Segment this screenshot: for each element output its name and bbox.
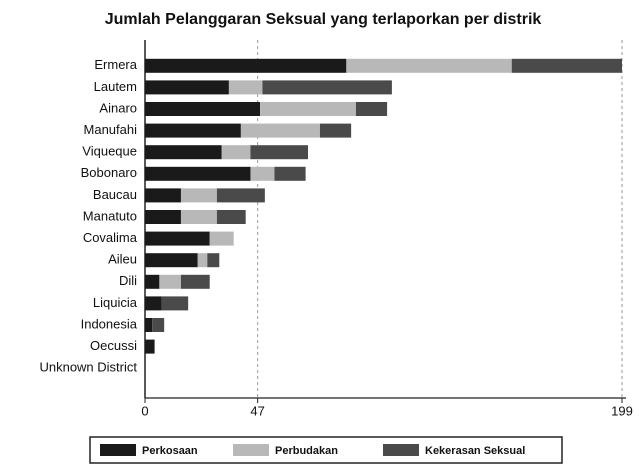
legend-swatch — [233, 444, 269, 456]
bar-segment — [180, 188, 217, 203]
bar-segment — [145, 58, 347, 73]
bar-segment — [319, 123, 352, 138]
bar-segment — [180, 210, 217, 224]
bar-segment — [250, 145, 308, 160]
bar-segment — [145, 339, 155, 354]
legend-label: Perbudakan — [275, 445, 338, 457]
y-tick-label: Dili — [119, 273, 137, 288]
bar-segment — [152, 318, 165, 332]
legend-box — [89, 436, 563, 464]
x-tick-label: 0 — [141, 403, 148, 418]
y-tick-label: Bobonaro — [81, 165, 137, 180]
legend-label: Perkosaan — [142, 445, 198, 457]
bar-segment — [145, 296, 162, 311]
bar-segment — [145, 188, 181, 203]
y-tick-label: Unknown District — [39, 360, 137, 375]
y-tick-label: Viqueque — [82, 144, 137, 159]
legend-swatch — [383, 444, 419, 456]
bar-segment — [159, 274, 181, 289]
bar-segment — [145, 231, 210, 246]
y-tick-label: Baucau — [93, 187, 137, 202]
bar-segment — [346, 58, 512, 73]
x-tick-label: 47 — [250, 403, 264, 418]
bar-segment — [228, 80, 263, 95]
y-tick-label: Manufahi — [84, 122, 138, 137]
bar-segment — [145, 318, 153, 332]
bar-segment — [209, 231, 234, 246]
bar-segment — [145, 253, 198, 268]
y-tick-label: Ainaro — [99, 100, 137, 115]
chart-title: Jumlah Pelanggaran Seksual yang terlapor… — [105, 11, 542, 28]
bar-segment — [145, 274, 160, 289]
bar-segment — [180, 274, 210, 289]
y-tick-label: Ermera — [94, 57, 137, 72]
bar-segment — [161, 296, 189, 311]
x-tick-label: 199 — [611, 403, 633, 418]
bar-segment — [145, 123, 241, 138]
y-tick-label: Covalima — [83, 230, 138, 245]
bar-segment — [250, 166, 275, 181]
bar-segment — [145, 210, 181, 224]
bar-segment — [240, 123, 320, 138]
bar-segment — [145, 145, 222, 160]
bar-segment — [145, 80, 229, 95]
bar-segment — [262, 80, 392, 95]
y-tick-label: Indonesia — [81, 316, 138, 331]
y-tick-label: Oecussi — [90, 338, 137, 353]
bar-segment — [216, 210, 246, 224]
y-tick-label: Manatuto — [83, 208, 137, 223]
bar-segment — [145, 166, 251, 181]
bar-segment — [207, 253, 220, 268]
bar-segment — [197, 253, 208, 268]
legend-label: Kekerasan Seksual — [425, 445, 525, 457]
bar-segment — [274, 166, 306, 181]
y-tick-label: Liquicia — [93, 295, 138, 310]
y-tick-label: Aileu — [108, 252, 137, 267]
y-tick-label: Lautem — [94, 79, 137, 94]
bar-segment — [221, 145, 251, 160]
bar-segment — [355, 102, 388, 116]
bar-segment — [511, 58, 622, 73]
legend-swatch — [100, 444, 136, 456]
bar-segment — [260, 102, 356, 116]
bar-segment — [216, 188, 265, 203]
bar-segment — [145, 102, 261, 116]
